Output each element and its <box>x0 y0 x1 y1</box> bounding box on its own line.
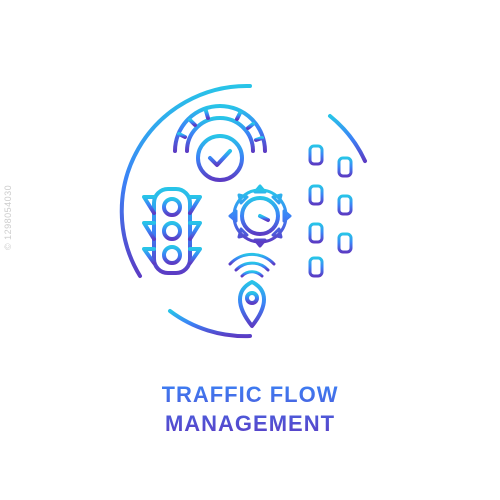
caption-line2: MANAGEMENT <box>162 410 339 439</box>
caption: TRAFFIC FLOW MANAGEMENT <box>162 381 339 438</box>
checkmark-icon <box>210 151 230 165</box>
speedometer-icon <box>175 106 265 180</box>
location-pin-icon <box>230 255 274 327</box>
gear-clock-icon <box>230 186 290 246</box>
traffic-light-icon <box>144 189 200 303</box>
wifi-arc-1 <box>242 272 262 276</box>
wifi-arc-2 <box>236 264 268 271</box>
watermark: © 1298054030 <box>3 185 13 250</box>
road-lanes-icon <box>303 126 360 286</box>
traffic-flow-icon <box>100 61 400 361</box>
caption-line1: TRAFFIC FLOW <box>162 381 339 410</box>
outer-circle <box>122 86 250 276</box>
checkmark-circle <box>198 136 242 180</box>
